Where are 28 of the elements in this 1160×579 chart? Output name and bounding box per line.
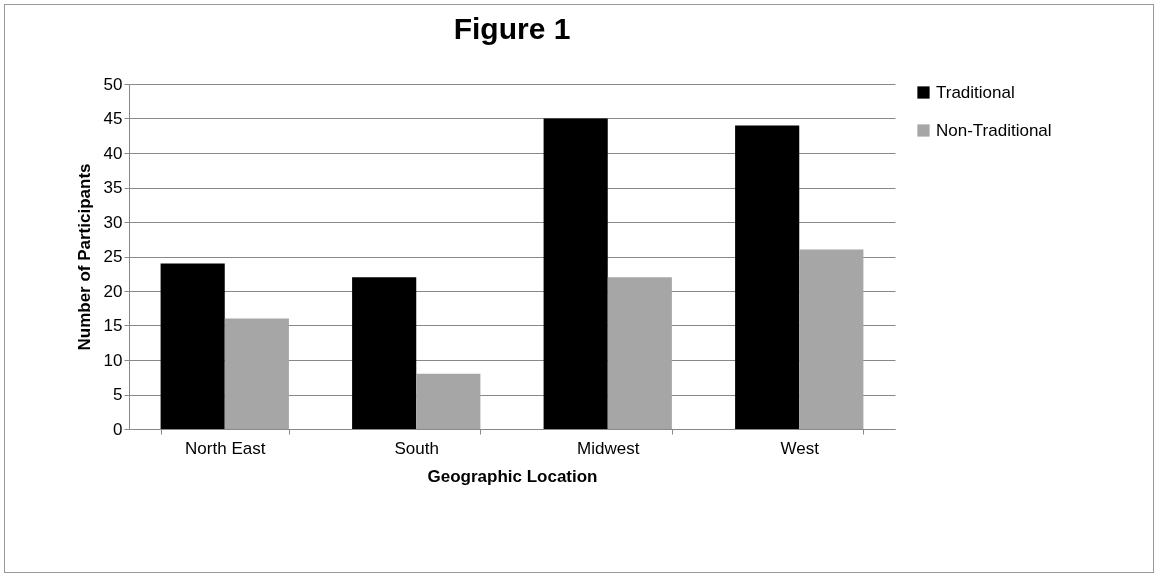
y-tick-label: 30 — [103, 212, 123, 232]
y-tick-label: 25 — [103, 247, 123, 266]
chart-title: Figure 1 — [453, 12, 571, 45]
x-tick-label: South — [394, 438, 439, 458]
x-tick-label: West — [780, 438, 820, 458]
y-tick-label: 40 — [103, 143, 123, 163]
legend-label: Traditional — [936, 82, 1015, 102]
legend-label: Non-Traditional — [936, 120, 1052, 140]
x-axis-title: Geographic Location — [427, 466, 598, 486]
bar — [735, 125, 800, 429]
bar — [160, 263, 225, 429]
bar — [799, 249, 864, 429]
bar — [224, 318, 289, 429]
y-tick-label: 20 — [103, 281, 123, 301]
y-axis-title: Number of Participants — [74, 163, 94, 351]
y-tick-label: 5 — [113, 385, 123, 404]
bar — [543, 118, 608, 429]
y-tick-label: 35 — [103, 178, 123, 197]
y-tick-label: 45 — [103, 109, 123, 128]
y-tick-label: 50 — [103, 74, 123, 94]
y-tick-label: 15 — [103, 316, 123, 335]
x-tick-label: North East — [185, 438, 266, 458]
bar — [607, 277, 672, 429]
x-tick-label: Midwest — [577, 438, 640, 458]
y-tick-label: 10 — [103, 350, 123, 370]
bar — [352, 277, 417, 429]
bar — [416, 373, 481, 429]
y-tick-label: 0 — [113, 419, 123, 439]
